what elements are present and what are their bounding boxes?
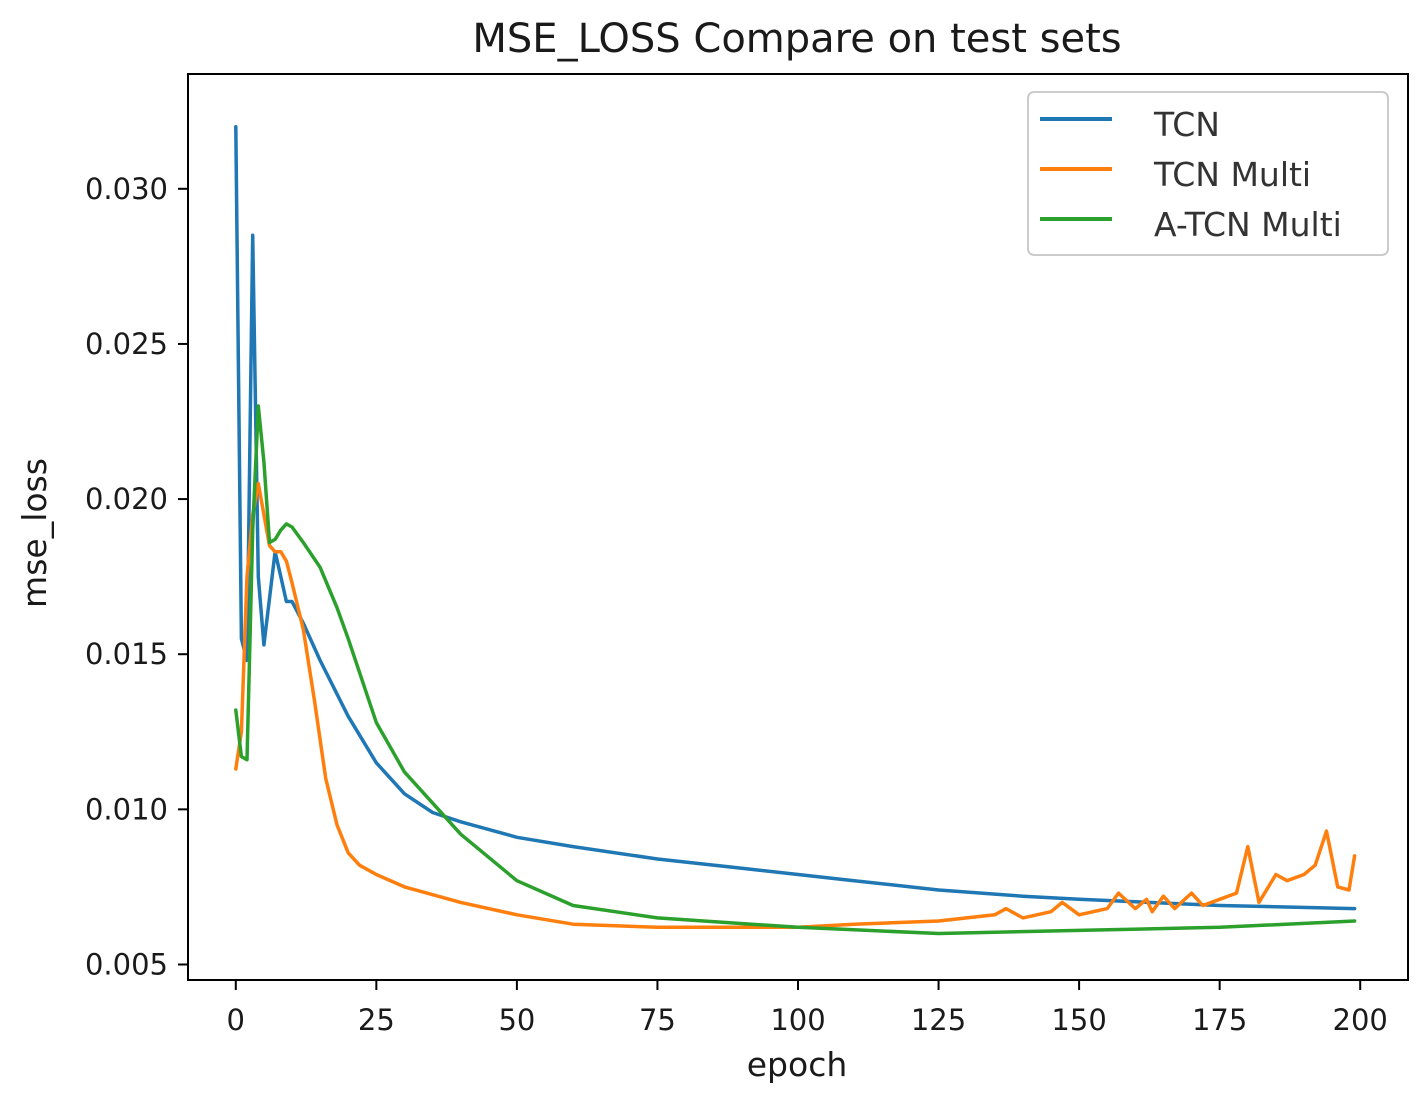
legend-label-tcn-multi: TCN Multi — [1153, 155, 1311, 194]
y-tick-label: 0.015 — [85, 637, 168, 671]
chart-title: MSE_LOSS Compare on test sets — [472, 16, 1121, 62]
x-tick-label: 125 — [911, 1003, 966, 1037]
legend-label-a-tcn-multi: A-TCN Multi — [1154, 205, 1342, 244]
y-tick-label: 0.020 — [85, 482, 168, 516]
legend-label-tcn: TCN — [1153, 105, 1220, 144]
x-tick-label: 175 — [1192, 1003, 1247, 1037]
x-tick-label: 0 — [227, 1003, 245, 1037]
y-axis-label: mse_loss — [15, 458, 54, 608]
y-tick-label: 0.010 — [85, 792, 168, 826]
y-axis: 0.005 0.010 0.015 0.020 0.025 0.030 — [85, 172, 188, 981]
series-layer — [234, 124, 1357, 936]
legend-frame — [1027, 91, 1389, 256]
series-line-a-tcn-multi — [234, 404, 1357, 936]
x-tick-label: 50 — [498, 1003, 535, 1037]
x-tick-label: 150 — [1051, 1003, 1106, 1037]
legend: TCN TCN Multi A-TCN Multi — [1027, 91, 1389, 256]
y-tick-label: 0.025 — [85, 327, 168, 361]
series-line-tcn — [234, 124, 1357, 911]
x-axis-label: epoch — [747, 1045, 848, 1084]
x-tick-label: 25 — [358, 1003, 395, 1037]
x-tick-label: 200 — [1333, 1003, 1388, 1037]
x-tick-label: 75 — [639, 1003, 676, 1037]
x-axis: 0 25 50 75 100 125 150 175 200 — [227, 980, 1388, 1037]
y-tick-label: 0.005 — [85, 947, 168, 981]
series-line-tcn-multi — [234, 481, 1357, 930]
y-tick-label: 0.030 — [85, 172, 168, 206]
x-tick-label: 100 — [770, 1003, 825, 1037]
